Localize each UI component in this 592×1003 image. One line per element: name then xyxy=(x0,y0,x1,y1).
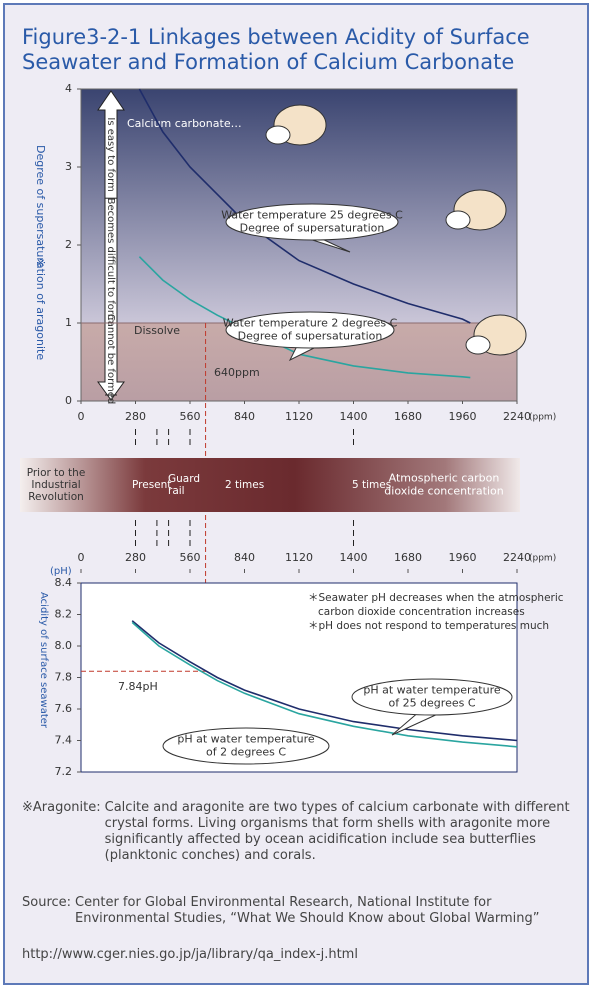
note: ＊Seawater pH decreases when the atmosphe… xyxy=(308,592,564,604)
y-tick-label: 7.6 xyxy=(55,702,73,715)
callout-text: Water temperature 2 degrees C xyxy=(223,317,398,330)
x-tick-label: 1680 xyxy=(394,551,422,564)
band-label: 5 times xyxy=(352,479,391,491)
note: ＊pH does not respond to temperatures muc… xyxy=(308,620,549,632)
x-unit: (ppm) xyxy=(529,413,556,423)
y-tick-label: 7.4 xyxy=(55,734,73,747)
y-tick-label: 3 xyxy=(65,160,72,173)
band-label: Present xyxy=(132,479,171,491)
x-tick-label: 840 xyxy=(234,551,255,564)
y-tick-label: 1 xyxy=(65,316,72,329)
band xyxy=(20,458,520,512)
callout-tail xyxy=(391,710,441,736)
x-tick-label: 1960 xyxy=(449,551,477,564)
y-label: Acidity of surface seawater xyxy=(38,592,49,729)
mascot-face xyxy=(465,335,491,355)
x-tick-label: 560 xyxy=(180,410,201,423)
x-tick-label: 0 xyxy=(78,551,85,564)
series-line xyxy=(138,88,471,324)
band-label: Industrial xyxy=(31,479,80,491)
x-tick-label: 560 xyxy=(180,551,201,564)
callout-text: Water temperature 25 degrees C xyxy=(221,209,403,222)
callout xyxy=(162,727,330,765)
band-label: 2 times xyxy=(225,479,264,491)
y-tick-label: 0 xyxy=(65,394,72,407)
x-tick-label: 280 xyxy=(125,410,146,423)
x-tick-label: 840 xyxy=(234,410,255,423)
marker-label: 7.84pH xyxy=(118,680,158,693)
x-tick-label: 2240 xyxy=(503,410,531,423)
mascot-face xyxy=(265,125,291,145)
callout-text: pH at water temperature xyxy=(177,733,315,746)
callout-text: of 25 degrees C xyxy=(388,697,475,710)
y-tick-label: 8.0 xyxy=(55,639,73,652)
mascot-face xyxy=(445,210,471,230)
callout-text: of 2 degrees C xyxy=(206,746,286,759)
x-unit: (ppm) xyxy=(529,554,556,564)
band-label: rail xyxy=(168,485,185,497)
annotation: Calcium carbonate… xyxy=(127,117,242,130)
source-text: Center for Global Environmental Research… xyxy=(75,895,540,926)
band-label: Revolution xyxy=(28,491,84,503)
stage-label: Becomes difficult to form xyxy=(105,198,116,324)
x-tick-label: 2240 xyxy=(503,551,531,564)
band-title: Atmospheric carbon xyxy=(389,472,500,485)
callout xyxy=(225,203,399,241)
y-label: Degree of supersaturation of aragonite xyxy=(34,145,47,360)
annotation: Dissolve xyxy=(134,324,180,337)
callout xyxy=(225,311,395,349)
source-url: http://www.cger.nies.go.jp/ja/library/qa… xyxy=(22,947,358,962)
source-label: Source: xyxy=(22,895,72,910)
band-label: Prior to the xyxy=(27,467,86,479)
x-tick-label: 1120 xyxy=(285,410,313,423)
x-tick-label: 280 xyxy=(125,551,146,564)
callout xyxy=(351,678,513,716)
x-tick-label: 0 xyxy=(78,410,85,423)
band-title: dioxide concentration xyxy=(384,485,503,498)
y-unit: (pH) xyxy=(50,566,72,577)
stage-arrow xyxy=(97,90,125,401)
stage-label: Is easy to form xyxy=(105,117,116,191)
callout-text: pH at water temperature xyxy=(363,684,501,697)
x-tick-label: 1400 xyxy=(340,551,368,564)
x-tick-label: 1400 xyxy=(340,410,368,423)
source: Source: Center for Global Environmental R… xyxy=(22,895,570,927)
x-tick-label: 1680 xyxy=(394,410,422,423)
title-line: Seawater and Formation of Calcium Carbon… xyxy=(22,50,514,74)
footnote: ※Aragonite: Calcite and aragonite are two… xyxy=(22,800,570,864)
y-tick-label: 8.2 xyxy=(55,608,73,621)
title-line: Figure3-2-1 Linkages between Acidity of … xyxy=(22,25,530,49)
band-label: Guard xyxy=(168,473,200,485)
y-tick-label: 4 xyxy=(65,82,72,95)
y-label-mark: ※ xyxy=(34,258,47,267)
callout-text: Degree of supersaturation xyxy=(238,330,383,343)
stage-label: Cannot be formed xyxy=(105,314,116,405)
y-tick-label: 8.4 xyxy=(55,576,73,589)
y-tick-label: 2 xyxy=(65,238,72,251)
footnote-mark: ※Aragonite: xyxy=(22,800,101,815)
footnote-text: Calcite and aragonite are two types of c… xyxy=(104,800,570,863)
callout-text: Degree of supersaturation xyxy=(240,222,385,235)
x-tick-label: 1960 xyxy=(449,410,477,423)
series-line xyxy=(131,620,518,742)
annotation: 640ppm xyxy=(214,366,260,379)
note: carbon dioxide concentration increases xyxy=(318,606,525,618)
y-tick-label: 7.8 xyxy=(55,671,73,684)
series-line xyxy=(131,621,518,748)
x-tick-label: 1120 xyxy=(285,551,313,564)
y-tick-label: 7.2 xyxy=(55,765,73,778)
